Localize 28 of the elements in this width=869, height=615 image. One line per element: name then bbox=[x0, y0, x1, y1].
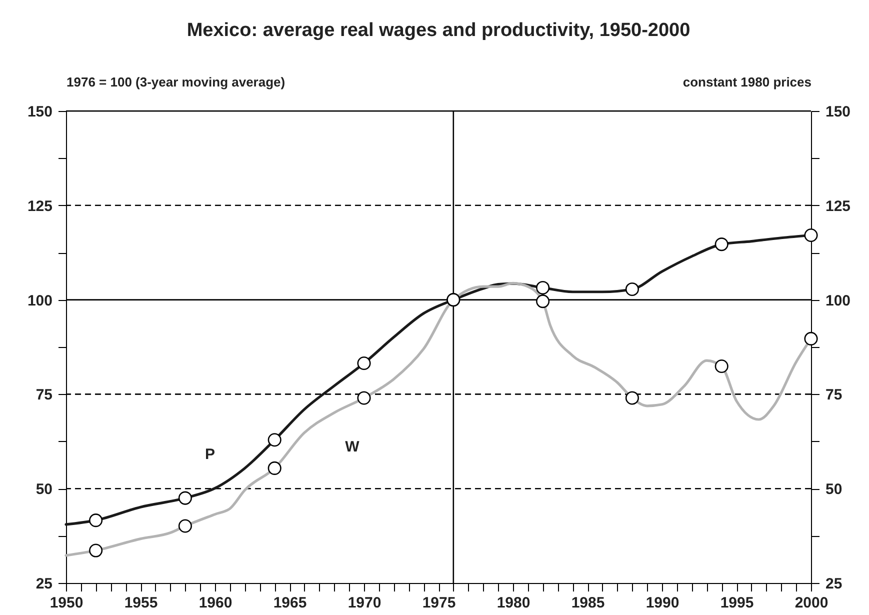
y-tick-label: 125 bbox=[27, 198, 52, 215]
y-tick-label: 25 bbox=[36, 576, 52, 592]
x-tick-label: 1985 bbox=[571, 594, 605, 612]
x-tick-label: 1975 bbox=[422, 594, 456, 612]
series-label: W bbox=[345, 438, 360, 456]
y2-tick-label: 150 bbox=[826, 104, 851, 120]
y2-tick-label: 75 bbox=[826, 386, 842, 404]
y-axis-title: 1976 = 100 (3-year moving average) bbox=[66, 74, 286, 90]
x-tick-label: 1990 bbox=[646, 594, 680, 612]
y2-tick-label: 25 bbox=[826, 576, 842, 592]
x-tick-label: 1950 bbox=[50, 594, 84, 612]
y2-tick-label: 100 bbox=[826, 292, 851, 310]
y-tick-label: 50 bbox=[36, 481, 52, 498]
x-tick-label: 1970 bbox=[348, 594, 382, 612]
x-tick-label: 1955 bbox=[124, 594, 158, 612]
x-tick-label: 1980 bbox=[496, 594, 530, 612]
series-label: P bbox=[204, 446, 216, 464]
y2-tick-label: 50 bbox=[826, 481, 842, 498]
y-tick-label: 150 bbox=[27, 104, 52, 120]
x-tick-label: 1965 bbox=[273, 594, 307, 612]
x-tick-label: 2000 bbox=[794, 594, 828, 612]
x-tick-label: 1995 bbox=[720, 594, 754, 612]
y2-axis-title: constant 1980 prices bbox=[682, 74, 812, 90]
y-tick-label: 100 bbox=[27, 292, 52, 310]
chart-title: Mexico: average real wages and productivity, 1950-2000 bbox=[186, 20, 690, 41]
x-tick-label: 1960 bbox=[198, 594, 232, 612]
y-tick-label: 75 bbox=[36, 386, 52, 404]
y2-tick-label: 125 bbox=[826, 198, 851, 215]
